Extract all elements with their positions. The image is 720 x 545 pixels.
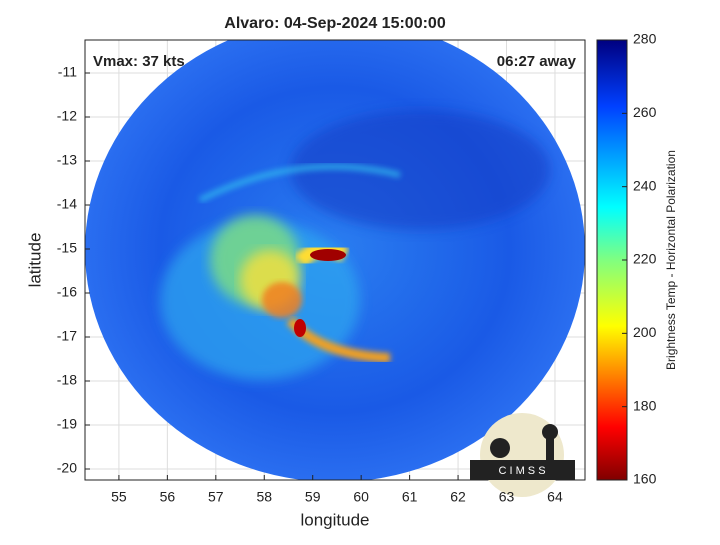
swath-image — [85, 40, 585, 480]
x-tick-label: 59 — [305, 489, 321, 505]
annotation: Vmax: 37 kts — [93, 53, 185, 70]
y-tick-label: -14 — [57, 196, 77, 212]
colorbar-tick-label: 260 — [633, 104, 657, 120]
x-tick-label: 64 — [547, 489, 563, 505]
y-tick-label: -11 — [58, 64, 77, 80]
x-tick-label: 60 — [353, 489, 369, 505]
x-tick-label: 58 — [256, 489, 272, 505]
x-axis-label: longitude — [300, 510, 369, 529]
colorbar-tick-label: 220 — [633, 251, 657, 267]
y-tick-label: -19 — [57, 416, 77, 432]
colorbar-tick-label: 200 — [633, 324, 657, 340]
y-tick-label: -18 — [57, 372, 77, 388]
y-tick-label: -12 — [57, 108, 77, 124]
colorbar-tick-label: 280 — [633, 31, 657, 47]
y-tick-label: -16 — [57, 284, 77, 300]
colorbar-label: Brightness Temp - Horizontal Polarizatio… — [664, 150, 678, 370]
y-tick-label: -17 — [57, 328, 77, 344]
x-tick-label: 61 — [402, 489, 418, 505]
chart-title: Alvaro: 04-Sep-2024 15:00:00 — [224, 15, 446, 32]
x-tick-label: 63 — [499, 489, 515, 505]
x-tick-label: 57 — [208, 489, 224, 505]
colorbar-tick-label: 240 — [633, 177, 657, 193]
plot-frame — [84, 39, 586, 481]
logo-text: C I M S S — [498, 465, 545, 477]
y-tick-label: -13 — [57, 152, 77, 168]
cimss-logo: C I M S S — [470, 413, 575, 497]
y-tick-label: -15 — [57, 240, 77, 256]
y-tick-label: -20 — [57, 460, 77, 476]
annotation: 06:27 away — [497, 53, 577, 70]
colorbar-tick-label: 180 — [633, 397, 657, 413]
x-tick-label: 62 — [450, 489, 466, 505]
x-tick-label: 55 — [111, 489, 127, 505]
x-tick-label: 56 — [160, 489, 176, 505]
colorbar-tick-label: 160 — [633, 471, 657, 487]
y-axis-label: latitude — [25, 233, 44, 288]
